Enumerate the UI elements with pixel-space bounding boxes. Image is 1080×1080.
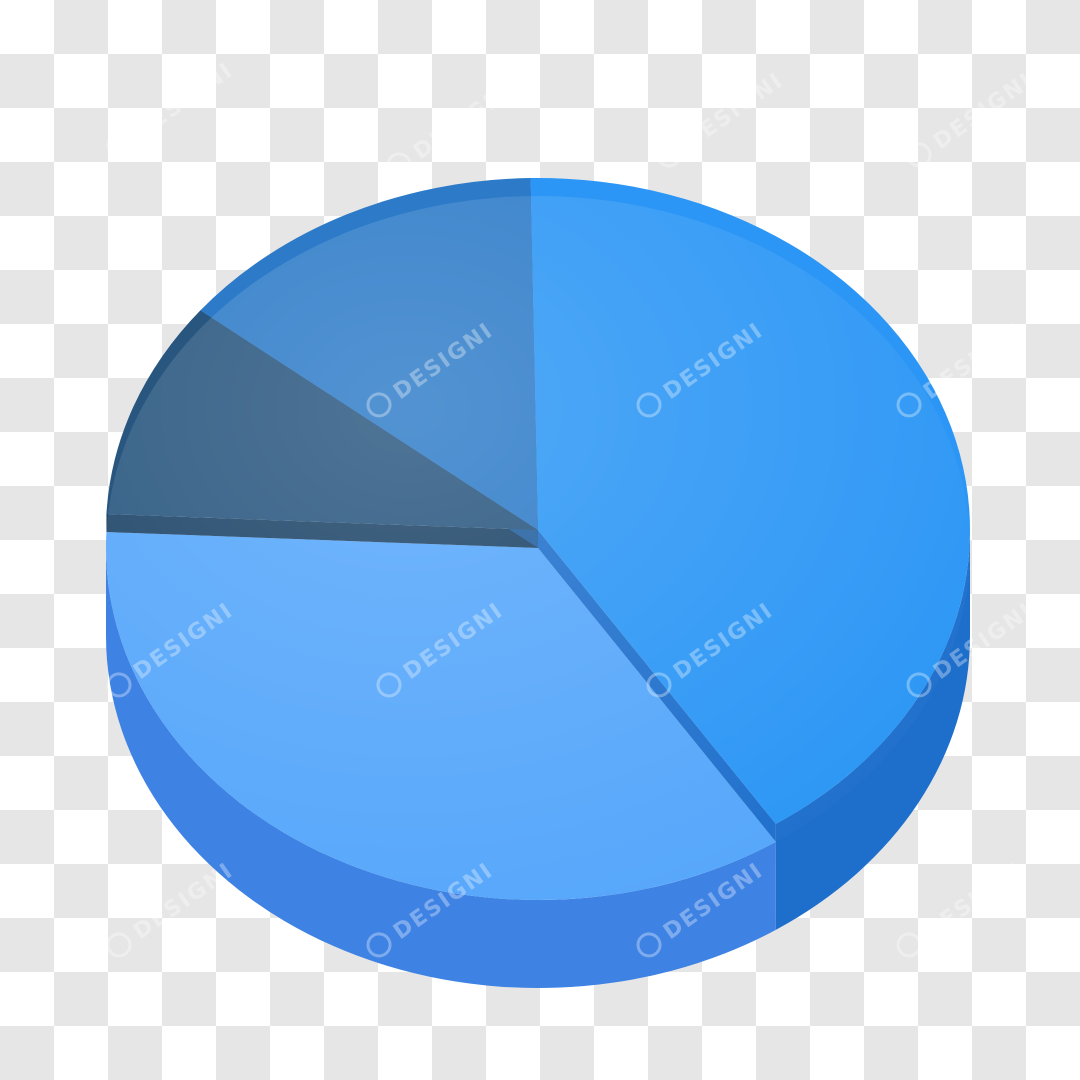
watermark-tile: DESIGNI bbox=[906, 68, 1038, 168]
watermark-tile: DESIGNI bbox=[106, 858, 238, 958]
watermark-text: DESIGNI bbox=[129, 858, 238, 945]
designi-logo-icon bbox=[906, 672, 932, 698]
watermark-tile: DESIGNI bbox=[896, 858, 1028, 958]
designi-logo-icon bbox=[636, 392, 662, 418]
watermark-text: DESIGNI bbox=[929, 68, 1038, 155]
watermark-tile: DESIGNI bbox=[656, 68, 788, 168]
designi-logo-icon bbox=[636, 932, 662, 958]
designi-logo-icon bbox=[106, 932, 132, 958]
watermark-text: DESIGNI bbox=[409, 78, 518, 165]
watermark-tile: DESIGNI bbox=[386, 78, 518, 178]
pie-shine bbox=[106, 196, 970, 900]
designi-logo-icon bbox=[646, 672, 672, 698]
designi-logo-icon bbox=[106, 132, 132, 158]
pie-slice-side-1 bbox=[106, 548, 776, 988]
designi-logo-icon bbox=[386, 152, 412, 178]
watermark-text: DESIGNI bbox=[919, 858, 1028, 945]
designi-logo-icon bbox=[896, 392, 922, 418]
watermark-text: DESIGNI bbox=[679, 68, 788, 155]
pie-slice-side-0 bbox=[775, 548, 970, 930]
designi-logo-icon bbox=[906, 142, 932, 168]
watermark-tile: DESIGNI bbox=[106, 58, 238, 158]
watermark-text: DESIGNI bbox=[129, 58, 238, 145]
designi-logo-icon bbox=[376, 672, 402, 698]
watermark-text: DESIGNI bbox=[919, 318, 1028, 405]
designi-logo-icon bbox=[106, 672, 132, 698]
designi-logo-icon bbox=[366, 932, 392, 958]
designi-logo-icon bbox=[896, 932, 922, 958]
pie-slices bbox=[105, 177, 971, 988]
designi-logo-icon bbox=[656, 142, 682, 168]
designi-logo-icon bbox=[366, 392, 392, 418]
